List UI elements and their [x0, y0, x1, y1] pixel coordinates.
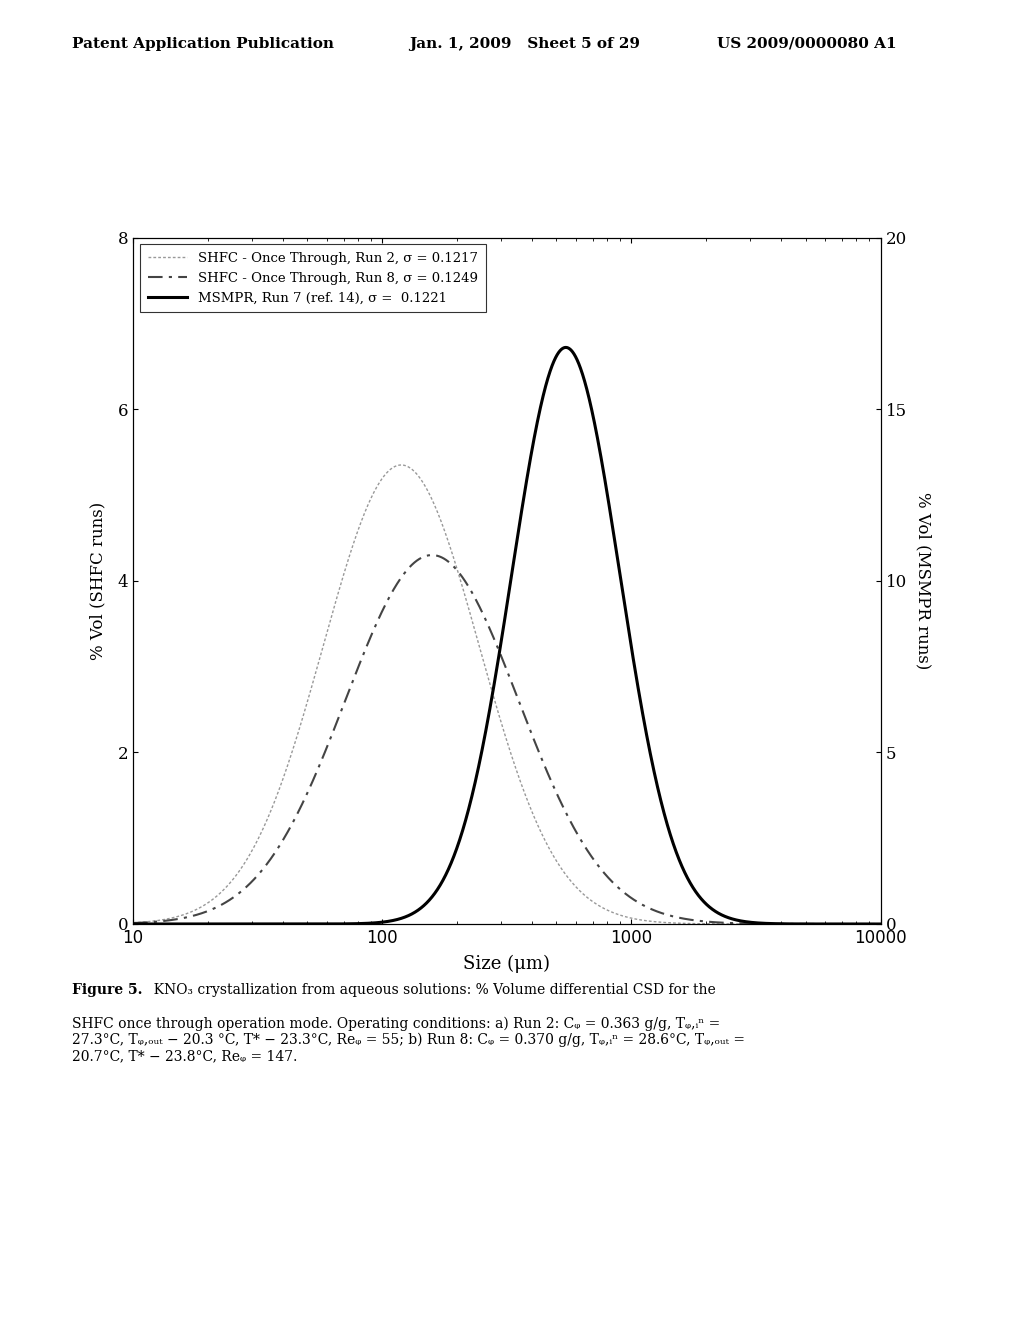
SHFC - Once Through, Run 2, σ = 0.1217 — [446, 546, 459, 562]
X-axis label: Size (μm): Size (μm) — [464, 956, 550, 973]
SHFC - Once Through, Run 2, σ = 0.1217 — [395, 457, 408, 473]
Text: Jan. 1, 2009   Sheet 5 of 29: Jan. 1, 2009 Sheet 5 of 29 — [410, 37, 641, 51]
Text: Figure 5.: Figure 5. — [72, 983, 142, 998]
SHFC - Once Through, Run 2, σ = 0.1217 — [874, 916, 887, 932]
Line: MSMPR, Run 7 (ref. 14), σ =  0.1221: MSMPR, Run 7 (ref. 14), σ = 0.1221 — [133, 347, 881, 924]
SHFC - Once Through, Run 2, σ = 0.1217 — [127, 915, 139, 931]
MSMPR, Run 7 (ref. 14), σ =  0.1221 — [257, 916, 269, 932]
SHFC - Once Through, Run 2, σ = 0.1217 — [414, 470, 426, 486]
SHFC - Once Through, Run 8, σ = 0.1249 — [874, 916, 887, 932]
Text: KNO₃ crystallization from aqueous solutions: % Volume differential CSD for the: KNO₃ crystallization from aqueous soluti… — [145, 983, 716, 998]
MSMPR, Run 7 (ref. 14), σ =  0.1221 — [414, 902, 426, 917]
Line: SHFC - Once Through, Run 8, σ = 0.1249: SHFC - Once Through, Run 8, σ = 0.1249 — [133, 554, 881, 924]
SHFC - Once Through, Run 8, σ = 0.1249 — [257, 862, 269, 878]
MSMPR, Run 7 (ref. 14), σ =  0.1221 — [446, 853, 459, 869]
SHFC - Once Through, Run 2, σ = 0.1217 — [212, 887, 224, 903]
SHFC - Once Through, Run 8, σ = 0.1249 — [426, 546, 438, 562]
MSMPR, Run 7 (ref. 14), σ =  0.1221 — [127, 916, 139, 932]
SHFC - Once Through, Run 8, σ = 0.1249 — [779, 916, 792, 932]
Y-axis label: % Vol (SHFC runs): % Vol (SHFC runs) — [89, 502, 106, 660]
MSMPR, Run 7 (ref. 14), σ =  0.1221 — [874, 916, 887, 932]
Y-axis label: % Vol (MSMPR runs): % Vol (MSMPR runs) — [914, 492, 932, 669]
MSMPR, Run 7 (ref. 14), σ =  0.1221 — [779, 916, 792, 932]
MSMPR, Run 7 (ref. 14), σ =  0.1221 — [212, 916, 224, 932]
SHFC - Once Through, Run 8, σ = 0.1249 — [860, 916, 872, 932]
Line: SHFC - Once Through, Run 2, σ = 0.1217: SHFC - Once Through, Run 2, σ = 0.1217 — [133, 465, 881, 924]
Text: US 2009/0000080 A1: US 2009/0000080 A1 — [717, 37, 896, 51]
SHFC - Once Through, Run 2, σ = 0.1217 — [779, 916, 792, 932]
Text: Patent Application Publication: Patent Application Publication — [72, 37, 334, 51]
MSMPR, Run 7 (ref. 14), σ =  0.1221 — [860, 916, 872, 932]
Legend: SHFC - Once Through, Run 2, σ = 0.1217, SHFC - Once Through, Run 8, σ = 0.1249, : SHFC - Once Through, Run 2, σ = 0.1217, … — [139, 244, 485, 313]
SHFC - Once Through, Run 2, σ = 0.1217 — [860, 916, 872, 932]
SHFC - Once Through, Run 8, σ = 0.1249 — [446, 557, 459, 573]
SHFC - Once Through, Run 2, σ = 0.1217 — [257, 821, 269, 837]
Text: SHFC once through operation mode. Operating conditions: a) Run 2: Cᵩ = 0.363 g/g: SHFC once through operation mode. Operat… — [72, 1016, 744, 1064]
SHFC - Once Through, Run 8, σ = 0.1249 — [414, 550, 426, 566]
MSMPR, Run 7 (ref. 14), σ =  0.1221 — [560, 339, 572, 355]
SHFC - Once Through, Run 8, σ = 0.1249 — [127, 915, 139, 931]
SHFC - Once Through, Run 8, σ = 0.1249 — [212, 899, 224, 915]
